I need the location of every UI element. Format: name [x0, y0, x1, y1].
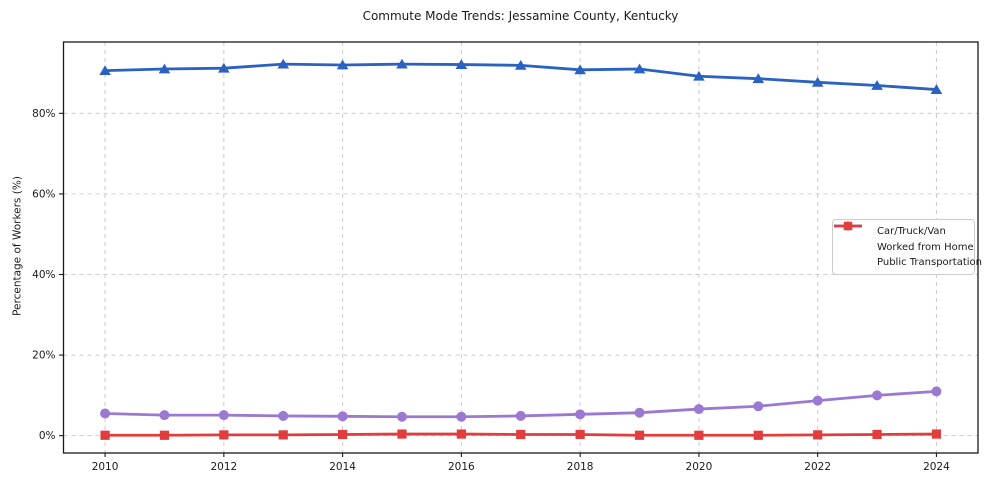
triangle-marker: [633, 63, 646, 74]
square-marker: [516, 429, 526, 440]
circle-marker: [634, 407, 645, 418]
circle-marker: [693, 404, 704, 415]
triangle-marker: [396, 58, 408, 69]
triangle-marker: [514, 59, 527, 70]
triangle-marker: [693, 70, 705, 81]
square-marker: [634, 430, 645, 440]
x-tick-label: 2018: [567, 461, 594, 473]
square-marker: [813, 430, 823, 440]
legend: Car/Truck/Van Worked from Home Public Tr…: [832, 219, 982, 275]
x-tick-label: 2014: [329, 461, 356, 473]
series-worked-from-home: [100, 386, 942, 422]
y-tick-label: 60%: [32, 188, 55, 200]
circle-marker: [100, 408, 111, 419]
x-tick-label: 2010: [92, 461, 119, 473]
triangle-marker: [99, 65, 111, 76]
circle-marker: [337, 411, 348, 422]
series-public-transportation: [100, 429, 942, 440]
circle-line-marker-icon: [834, 221, 870, 253]
legend-label: Worked from Home: [877, 241, 974, 253]
circle-marker: [396, 411, 407, 422]
square-marker: [575, 429, 585, 440]
circle-marker: [753, 401, 764, 412]
y-tick-label: 80%: [32, 108, 55, 120]
circle-marker: [931, 386, 942, 397]
square-marker: [397, 429, 407, 439]
chart-title: Commute Mode Trends: Jessamine County, K…: [362, 9, 679, 23]
square-marker: [753, 430, 763, 440]
legend-marker-shape: [843, 221, 853, 231]
triangle-marker: [455, 59, 468, 69]
square-marker: [278, 430, 288, 440]
y-tick-label: 20%: [32, 350, 55, 362]
circle-marker: [515, 410, 526, 421]
x-tick-label: 2022: [804, 461, 831, 473]
x-tick-label: 2020: [686, 461, 713, 473]
triangle-marker: [811, 76, 824, 87]
y-tick-label: 40%: [32, 269, 55, 281]
x-tick-labels: 2010 2012 2014 2016 2018 2020 2022 2024: [92, 461, 950, 473]
square-line-marker-icon: [834, 221, 870, 269]
square-marker: [872, 429, 882, 440]
x-tick-label: 2016: [448, 461, 475, 473]
triangle-marker: [277, 58, 290, 69]
legend-entry: Public Transportation: [834, 221, 982, 270]
series-car-truck-van: [99, 58, 943, 94]
square-marker: [456, 429, 466, 439]
triangle-marker: [930, 84, 943, 94]
circle-marker: [218, 410, 229, 421]
triangle-marker: [574, 64, 586, 75]
tick-marks: [59, 112, 937, 457]
x-tick-label: 2012: [210, 461, 237, 473]
square-marker: [843, 221, 853, 231]
legend-entry: Worked from Home: [834, 221, 974, 255]
square-marker: [159, 430, 170, 440]
circle-marker: [278, 410, 289, 421]
y-axis-label: Percentage of Workers (%): [11, 176, 24, 316]
triangle-marker: [871, 80, 883, 90]
square-marker: [931, 429, 942, 439]
x-tick-label: 2024: [923, 461, 950, 473]
square-marker: [219, 430, 229, 440]
circle-marker: [575, 409, 586, 420]
triangle-marker: [158, 63, 171, 74]
square-marker: [694, 430, 704, 440]
circle-marker: [812, 395, 823, 406]
legend-label: Car/Truck/Van: [877, 226, 946, 237]
square-legend-glyph: [834, 221, 862, 231]
circle-marker: [159, 410, 170, 421]
y-tick-labels: 0% 20% 40% 60% 80%: [32, 108, 55, 442]
legend-label: Public Transportation: [877, 257, 982, 268]
triangle-marker: [218, 62, 230, 73]
square-marker: [338, 429, 348, 440]
triangle-marker: [752, 73, 765, 84]
axes-frame: [62, 41, 979, 454]
circle-marker: [872, 390, 883, 401]
triangle-marker: [336, 59, 349, 70]
y-tick-label: 0%: [39, 430, 56, 442]
circle-marker: [456, 411, 467, 422]
square-marker: [100, 430, 110, 440]
